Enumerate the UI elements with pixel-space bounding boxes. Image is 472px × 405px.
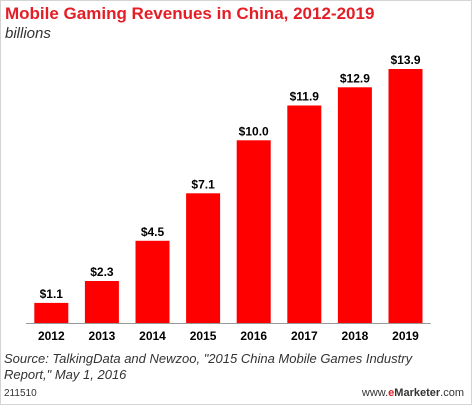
bar-2013 [84, 281, 119, 323]
chart-title: Mobile Gaming Revenues in China, 2012-20… [5, 4, 375, 23]
x-tick-label-2016: 2016 [240, 329, 267, 343]
bar-2018 [337, 87, 372, 323]
x-tick-label-2013: 2013 [89, 329, 116, 343]
chart-id: 211510 [4, 388, 37, 399]
x-tick-label-2014: 2014 [139, 329, 166, 343]
data-label-2017: $11.9 [290, 90, 320, 104]
data-label-2012: $1.1 [40, 287, 64, 301]
bar-2014 [135, 240, 170, 323]
data-label-2019: $13.9 [390, 53, 420, 67]
bar-2019 [388, 69, 423, 323]
x-tick-label-2012: 2012 [38, 329, 65, 343]
brand-accent: e [388, 387, 395, 399]
data-label-2015: $7.1 [191, 177, 215, 191]
brand-link[interactable]: www.eMarketer.com [362, 387, 464, 399]
bar-2016 [236, 140, 271, 323]
x-tick-label-2015: 2015 [190, 329, 217, 343]
data-label-2013: $2.3 [90, 265, 114, 279]
source-note: Source: TalkingData and Newzoo, "2015 Ch… [4, 351, 413, 382]
chart-subtitle: billions [5, 25, 51, 42]
data-label-2016: $10.0 [239, 124, 269, 138]
brand-suffix: .com [440, 387, 464, 399]
x-tick-label-2018: 2018 [342, 329, 369, 343]
brand-prefix: www. [361, 387, 389, 399]
brand-name: Marketer [394, 387, 441, 399]
bar-2017 [287, 105, 322, 323]
bar-2012 [34, 302, 69, 323]
x-tick-label-2017: 2017 [291, 329, 318, 343]
data-label-2014: $4.5 [141, 225, 165, 239]
data-label-2018: $12.9 [340, 71, 370, 85]
bar-2015 [186, 193, 221, 323]
x-tick-label-2019: 2019 [392, 329, 419, 343]
